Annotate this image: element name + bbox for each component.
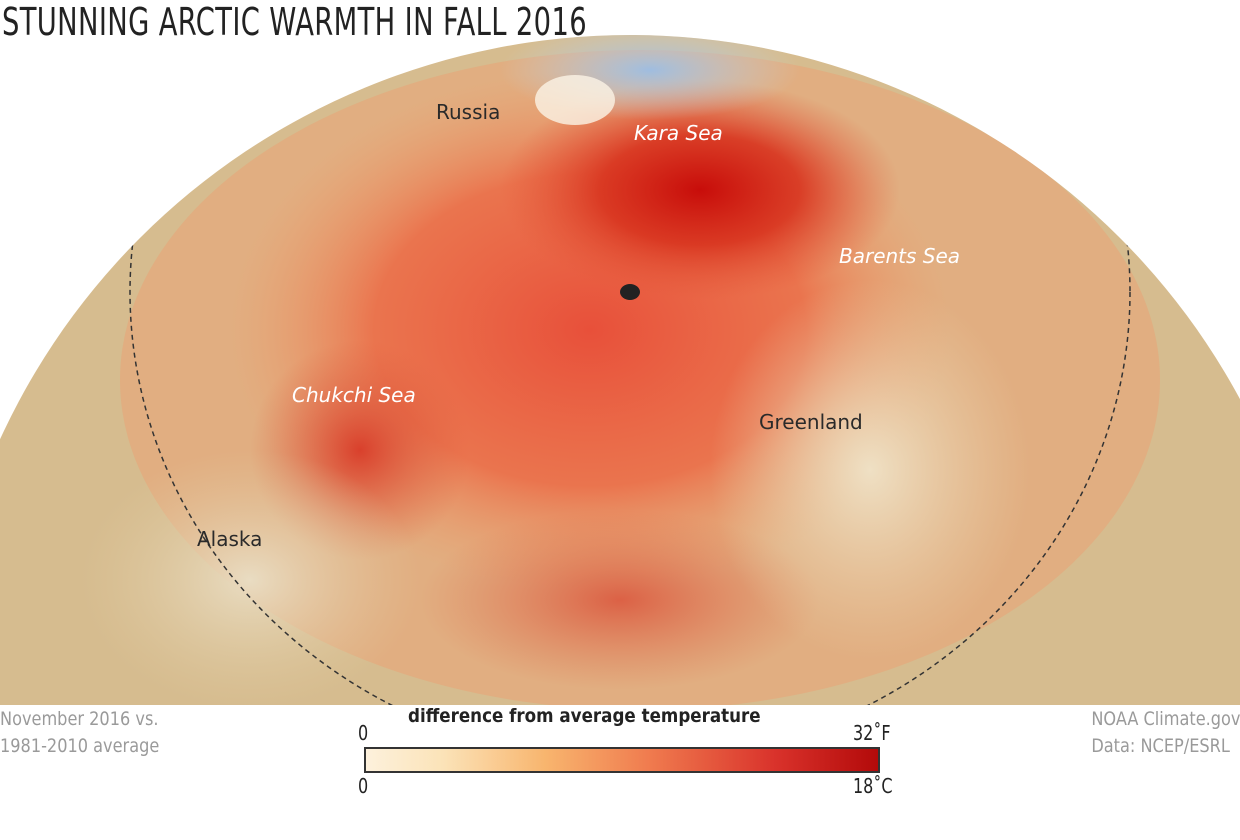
label-kara-sea: Kara Sea [634, 121, 723, 145]
label-russia: Russia [436, 100, 501, 124]
warm-anomaly-canada [420, 510, 820, 690]
footer-credit: NOAA Climate.gov Data: NCEP/ESRL [1091, 706, 1240, 760]
greenland-landmass [710, 280, 1030, 660]
arctic-temperature-map [0, 35, 1240, 705]
footer-credit-line1: NOAA Climate.gov [1090, 708, 1240, 730]
label-greenland: Greenland [759, 410, 863, 434]
label-alaska: Alaska [197, 527, 263, 551]
footer-period-line1: November 2016 vs. [0, 708, 159, 730]
footer-period-line2: 1981-2010 average [0, 735, 160, 757]
footer-period: November 2016 vs. 1981-2010 average [0, 706, 159, 760]
arctic-circle [129, 35, 1131, 705]
footer-credit-line2: Data: NCEP/ESRL [1090, 735, 1230, 757]
label-chukchi-sea: Chukchi Sea [292, 383, 416, 407]
cold-spot [535, 75, 615, 125]
legend-c-max: 18˚C [853, 774, 893, 798]
page-title: STUNNING ARCTIC WARMTH IN FALL 2016 [2, 0, 587, 44]
alaska-landmass [80, 450, 420, 705]
legend-color-bar [364, 747, 880, 773]
label-barents-sea: Barents Sea [839, 244, 961, 268]
warm-anomaly-kara [500, 80, 900, 300]
legend-f-max: 32˚F [853, 721, 891, 745]
legend-title: difference from average temperature [408, 705, 761, 727]
legend-c-min: 0 [358, 774, 369, 798]
north-pole-marker [620, 284, 640, 300]
legend-f-min: 0 [358, 721, 369, 745]
